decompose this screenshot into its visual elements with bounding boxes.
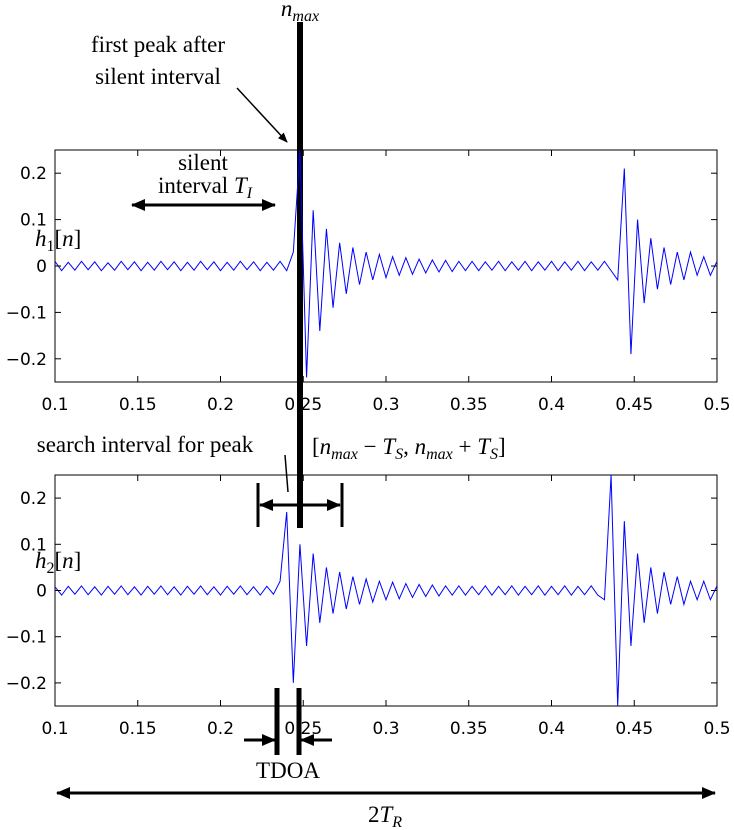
annotation: h1[n] — [35, 226, 81, 255]
x-tick-label: 0.3 — [372, 395, 399, 415]
y-tick-label: 0.1 — [20, 211, 47, 231]
y-tick-label: 0.1 — [20, 535, 47, 555]
annotation: silent interval — [95, 64, 221, 89]
x-tick-label: 0.2 — [207, 719, 234, 739]
x-tick-label: 0.1 — [41, 395, 68, 415]
y-tick-label: −0.1 — [6, 628, 47, 648]
annotation-run: [ — [55, 548, 63, 573]
annotation: 2TR — [368, 802, 402, 830]
x-tick-label: 0.15 — [119, 719, 157, 739]
x-tick-label: 0.25 — [284, 719, 322, 739]
x-tick-label: 0.2 — [207, 395, 234, 415]
annotation-run: T — [382, 434, 397, 459]
annotation-run: S — [395, 446, 403, 463]
x-tick-label: 0.35 — [450, 719, 488, 739]
annotation-run: TDOA — [256, 758, 320, 783]
annotation-run: T — [477, 434, 492, 459]
annotation: [nmax − TS, nmax + TS] — [312, 434, 506, 463]
x-tick-label: 0.1 — [41, 719, 68, 739]
signal-line — [55, 150, 717, 378]
x-tick-label: 0.25 — [284, 395, 322, 415]
annotation-run: , — [403, 434, 415, 459]
annotation: silent — [178, 150, 228, 175]
x-tick-label: 0.35 — [450, 395, 488, 415]
plot-frame — [54, 149, 718, 383]
annotation-run: first peak after — [91, 32, 225, 57]
annotation-run: max — [331, 446, 358, 463]
y-tick-label: 0 — [36, 257, 47, 277]
annotation-run: interval — [158, 173, 234, 198]
annotation-run: n — [415, 434, 427, 459]
x-tick-label: 0.4 — [538, 719, 565, 739]
annotation-run: n — [62, 226, 74, 251]
annotation-run: ] — [74, 548, 82, 573]
y-tick-label: 0 — [36, 582, 47, 602]
annotation-run: max — [426, 446, 453, 463]
annotation-run: ] — [498, 434, 506, 459]
annotation-run: 1 — [47, 238, 55, 255]
x-tick-label: 0.45 — [615, 395, 653, 415]
annotation-run: max — [292, 8, 319, 25]
annotation-run: h — [35, 226, 47, 251]
x-tick-label: 0.4 — [538, 395, 565, 415]
annotation-run: R — [391, 814, 402, 830]
search-pointer — [284, 454, 289, 493]
pointer-arrow — [236, 87, 288, 143]
annotation-run: n — [62, 548, 74, 573]
annotation-run: 2 — [368, 802, 380, 827]
annotation-run: + — [453, 434, 477, 459]
annotation-run: I — [246, 185, 253, 202]
annotation-run: ] — [74, 226, 82, 251]
annotation: nmax — [281, 0, 319, 25]
annotation-run: search interval for peak — [37, 432, 254, 457]
annotation-run: n — [320, 434, 332, 459]
y-tick-label: −0.1 — [6, 303, 47, 323]
annotation-run: h — [35, 548, 47, 573]
annotation: first peak after — [91, 32, 225, 57]
plot-frame — [54, 474, 718, 707]
annotation: interval TI — [158, 173, 253, 202]
annotation-run: silent interval — [95, 64, 221, 89]
y-tick-label: 0.2 — [20, 489, 47, 509]
annotation-run: T — [234, 173, 249, 198]
annotation-shapes — [56, 22, 716, 799]
x-tick-label: 0.3 — [372, 719, 399, 739]
annotation-run: [ — [55, 226, 63, 251]
annotation-run: S — [490, 446, 498, 463]
annotation: search interval for peak — [37, 432, 254, 457]
y-tick-label: −0.2 — [6, 350, 47, 370]
annotation: h2[n] — [35, 548, 81, 577]
x-tick-label: 0.5 — [703, 719, 730, 739]
x-tick-label: 0.15 — [119, 395, 157, 415]
annotation-run: silent — [178, 150, 228, 175]
annotation-run: n — [281, 0, 293, 21]
signal-line — [55, 475, 717, 706]
y-tick-label: −0.2 — [6, 674, 47, 694]
annotation-run: 2 — [47, 560, 55, 577]
x-tick-label: 0.45 — [615, 719, 653, 739]
annotation-run: − — [358, 434, 382, 459]
annotation-run: [ — [312, 434, 320, 459]
annotation: TDOA — [256, 758, 320, 783]
y-tick-label: 0.2 — [20, 164, 47, 184]
x-tick-label: 0.5 — [703, 395, 730, 415]
annotation-run: T — [379, 802, 394, 827]
